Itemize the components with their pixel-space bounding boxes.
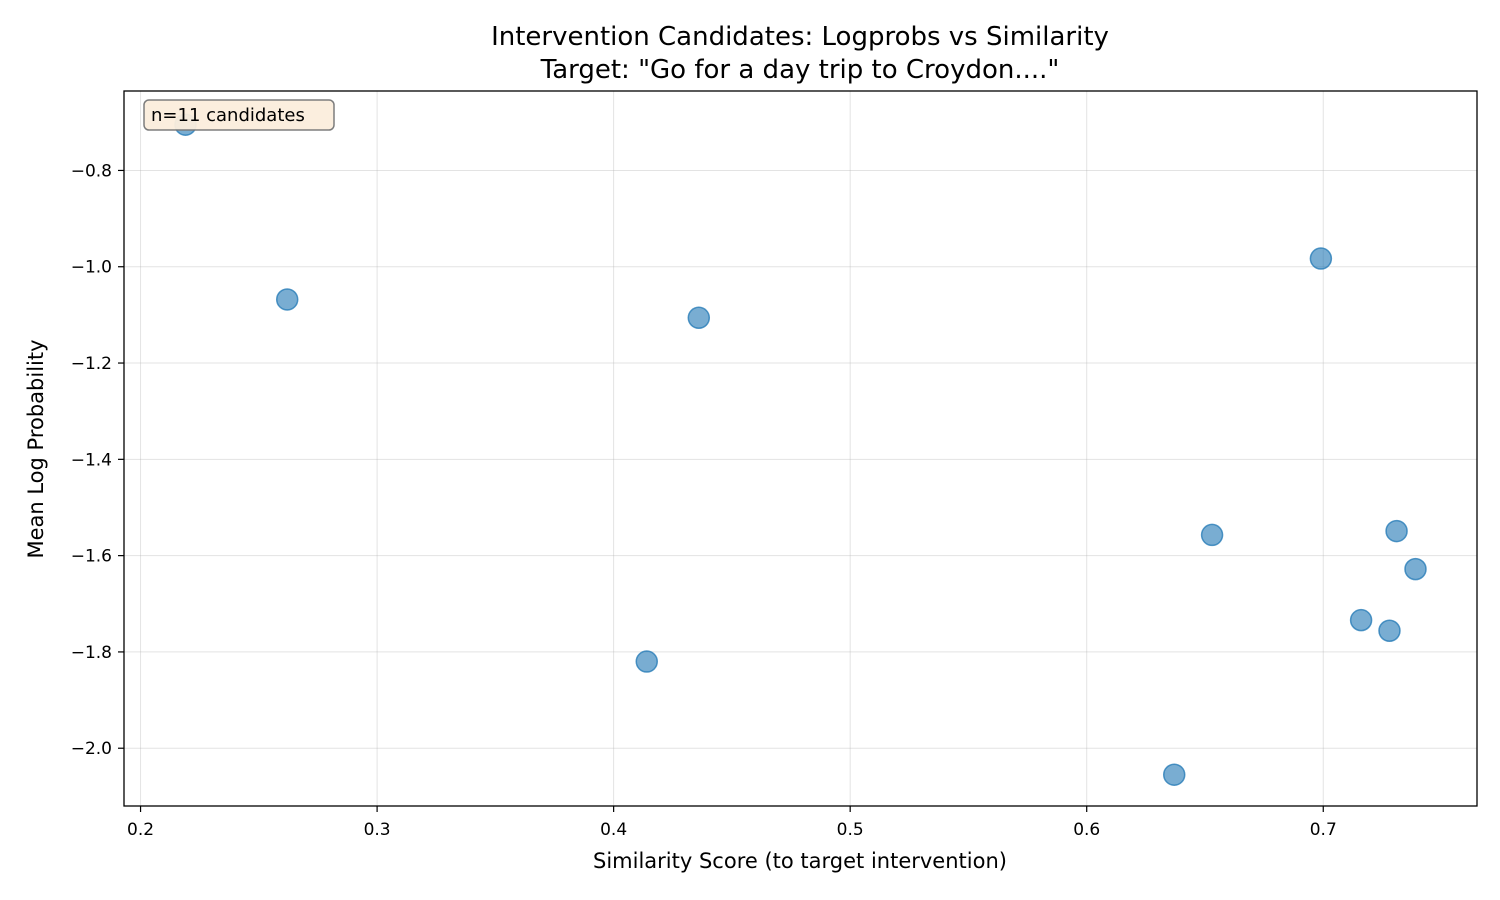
y-tick-label: −2.0 [71,739,112,759]
annotation-text: n=11 candidates [151,105,305,126]
y-tick-label: −1.6 [71,547,112,567]
x-tick-label: 0.7 [1310,820,1337,840]
x-tick-label: 0.2 [127,820,154,840]
y-tick-label: −0.8 [71,161,112,181]
plot-frame [123,90,1478,807]
scatter-point [275,288,299,311]
count-annotation: n=11 candidates [143,99,335,131]
y-tick-label: −1.8 [71,643,112,663]
x-tick-label: 0.6 [1073,820,1100,840]
scatter-point [687,306,711,330]
y-tick-label: −1.4 [71,450,112,470]
scatter-points [174,113,1427,786]
scatter-point [1200,523,1224,547]
chart-title: Intervention Candidates: Logprobs vs Sim… [491,22,1109,52]
annotation-box [143,99,335,131]
chart-subtitle: Target: "Go for a day trip to Croydon...… [540,55,1060,85]
y-tick-label: −1.2 [71,354,112,374]
x-axis-label: Similarity Score (to target intervention… [593,849,1007,873]
grid-lines [124,91,1477,806]
scatter-point [1378,619,1401,642]
y-axis-ticks: −0.8 −1.0 −1.2 −1.4 −1.6 −1.8 −2.0 [71,161,124,759]
scatter-point [1162,763,1186,786]
scatter-point [1404,557,1427,581]
y-axis-label: Mean Log Probability [24,339,48,558]
y-tick-label: −1.0 [71,258,112,278]
x-tick-label: 0.3 [364,820,391,840]
x-tick-label: 0.4 [600,820,627,840]
scatter-point [1349,608,1373,632]
scatter-point [1309,247,1333,270]
x-axis-ticks: 0.2 0.3 0.4 0.5 0.6 0.7 [127,806,1337,840]
x-tick-label: 0.5 [837,820,864,840]
scatter-point [635,650,658,673]
scatter-point [1385,519,1408,543]
